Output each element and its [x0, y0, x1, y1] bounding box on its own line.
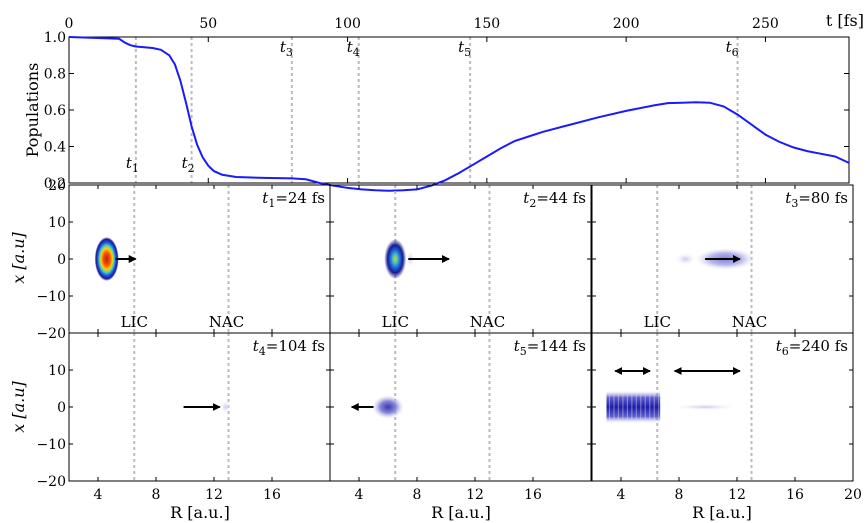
- time-marker-label: t2: [182, 154, 195, 175]
- panel-time-label: t2=44 fs: [523, 189, 586, 210]
- y-tick-label: 0.4: [44, 140, 66, 156]
- heatmap-y-axis-label-row1: x [a.u]: [9, 231, 28, 283]
- time-marker-lines: [134, 37, 739, 183]
- region-label: NAC: [732, 313, 767, 331]
- time-axis-unit-label: t [fs]: [826, 11, 864, 30]
- heatmap-x-axis-label-col3: R [a.u.]: [692, 503, 752, 522]
- region-label: NAC: [209, 313, 244, 331]
- population-chart: 0 50 100 150 200 250 1.0 0.8 0.6 0.4 0.2 Populatio…: [23, 11, 864, 192]
- x-tick-label: 20: [844, 487, 862, 503]
- y-tick-label: 0.8: [44, 67, 66, 83]
- y-tick-label: −20: [36, 326, 66, 342]
- y-tick-label: −20: [36, 474, 66, 490]
- y-tick-label: 0: [57, 252, 66, 268]
- population-series-line: [68, 36, 850, 192]
- panel-time-label: t3=80 fs: [785, 189, 848, 210]
- x-tick-label: 4: [94, 487, 103, 503]
- y-tick-label: 20: [48, 178, 66, 194]
- panel-time-label: t5=144 fs: [514, 337, 586, 358]
- region-label: LIC: [382, 313, 409, 331]
- y-tick-label: −10: [36, 437, 66, 453]
- x-tick-label: 250: [752, 16, 779, 32]
- x-tick-label: 12: [728, 487, 746, 503]
- x-tick-label: 8: [413, 487, 422, 503]
- wavepacket-panel: t2=44 fs LIC NAC: [329, 184, 592, 334]
- x-tick-label: 100: [334, 16, 361, 32]
- panel-frame: [329, 184, 592, 334]
- time-marker-label: t4: [347, 38, 360, 59]
- wavepacket: [372, 395, 404, 419]
- panel-time-label: t6=240 fs: [776, 337, 848, 358]
- panel-time-label: t4=104 fs: [253, 337, 325, 358]
- time-marker-label: t5: [458, 38, 471, 59]
- region-label: NAC: [470, 313, 505, 331]
- wavepacket: [94, 237, 119, 281]
- panel-time-label: t1=24 fs: [262, 189, 325, 210]
- wavepacket: [220, 401, 231, 413]
- heatmap-x-axis-label-col1: R [a.u.]: [170, 503, 230, 522]
- x-tick-label: 12: [205, 487, 223, 503]
- wavepacket-band: [606, 391, 661, 423]
- time-marker-label: t6: [726, 38, 739, 59]
- x-tick-label: 200: [613, 16, 640, 32]
- time-marker-label: t3: [280, 38, 293, 59]
- y-tick-label: 0: [57, 400, 66, 416]
- y-tick-label: 0.2: [44, 176, 66, 192]
- wavepacket-panel: t6=240 fs 4 8 12 16 20: [591, 332, 862, 503]
- x-tick-label: 16: [786, 487, 804, 503]
- x-tick-label: 16: [524, 487, 542, 503]
- region-label: LIC: [644, 313, 671, 331]
- wavepacket: [384, 239, 407, 279]
- wavepacket-panel: t5=144 fs 4 8 12 16: [329, 332, 592, 503]
- wavepacket-panel: t3=80 fs LIC NAC: [591, 184, 854, 334]
- x-tick-label: 16: [263, 487, 281, 503]
- y-tick-label: 1.0: [44, 30, 66, 46]
- y-tick-label: 0.6: [44, 103, 66, 119]
- y-tick-label: −10: [36, 289, 66, 305]
- wavepacket-tail: [675, 253, 696, 265]
- wavepacket-panel: t1=24 fs LIC NAC 20 10 0 −10 −20: [36, 178, 331, 342]
- heatmap-y-axis-label-row2: x [a.u]: [9, 380, 28, 432]
- x-tick-label: 4: [617, 487, 626, 503]
- x-tick-label: 0: [65, 16, 74, 32]
- time-marker-label: t1: [126, 154, 139, 175]
- x-tick-label: 8: [152, 487, 161, 503]
- x-tick-label: 12: [466, 487, 484, 503]
- region-label: LIC: [121, 313, 148, 331]
- y-tick-label: 10: [48, 215, 66, 231]
- x-tick-label: 150: [473, 16, 500, 32]
- population-chart-ticks: 0 50 100 150 200 250 1.0 0.8 0.6 0.4 0.2: [44, 16, 849, 192]
- x-tick-label: 8: [675, 487, 684, 503]
- wavepacket-tail: [675, 404, 736, 410]
- wavepacket-panel: t4=104 fs 10 0 −10 −20 4 8 12 16: [36, 332, 331, 503]
- x-tick-label: 4: [355, 487, 364, 503]
- x-tick-label: 50: [199, 16, 217, 32]
- heatmap-x-axis-label-col2: R [a.u.]: [431, 503, 491, 522]
- population-y-axis-label: Populations: [23, 63, 42, 158]
- y-tick-label: 10: [48, 363, 66, 379]
